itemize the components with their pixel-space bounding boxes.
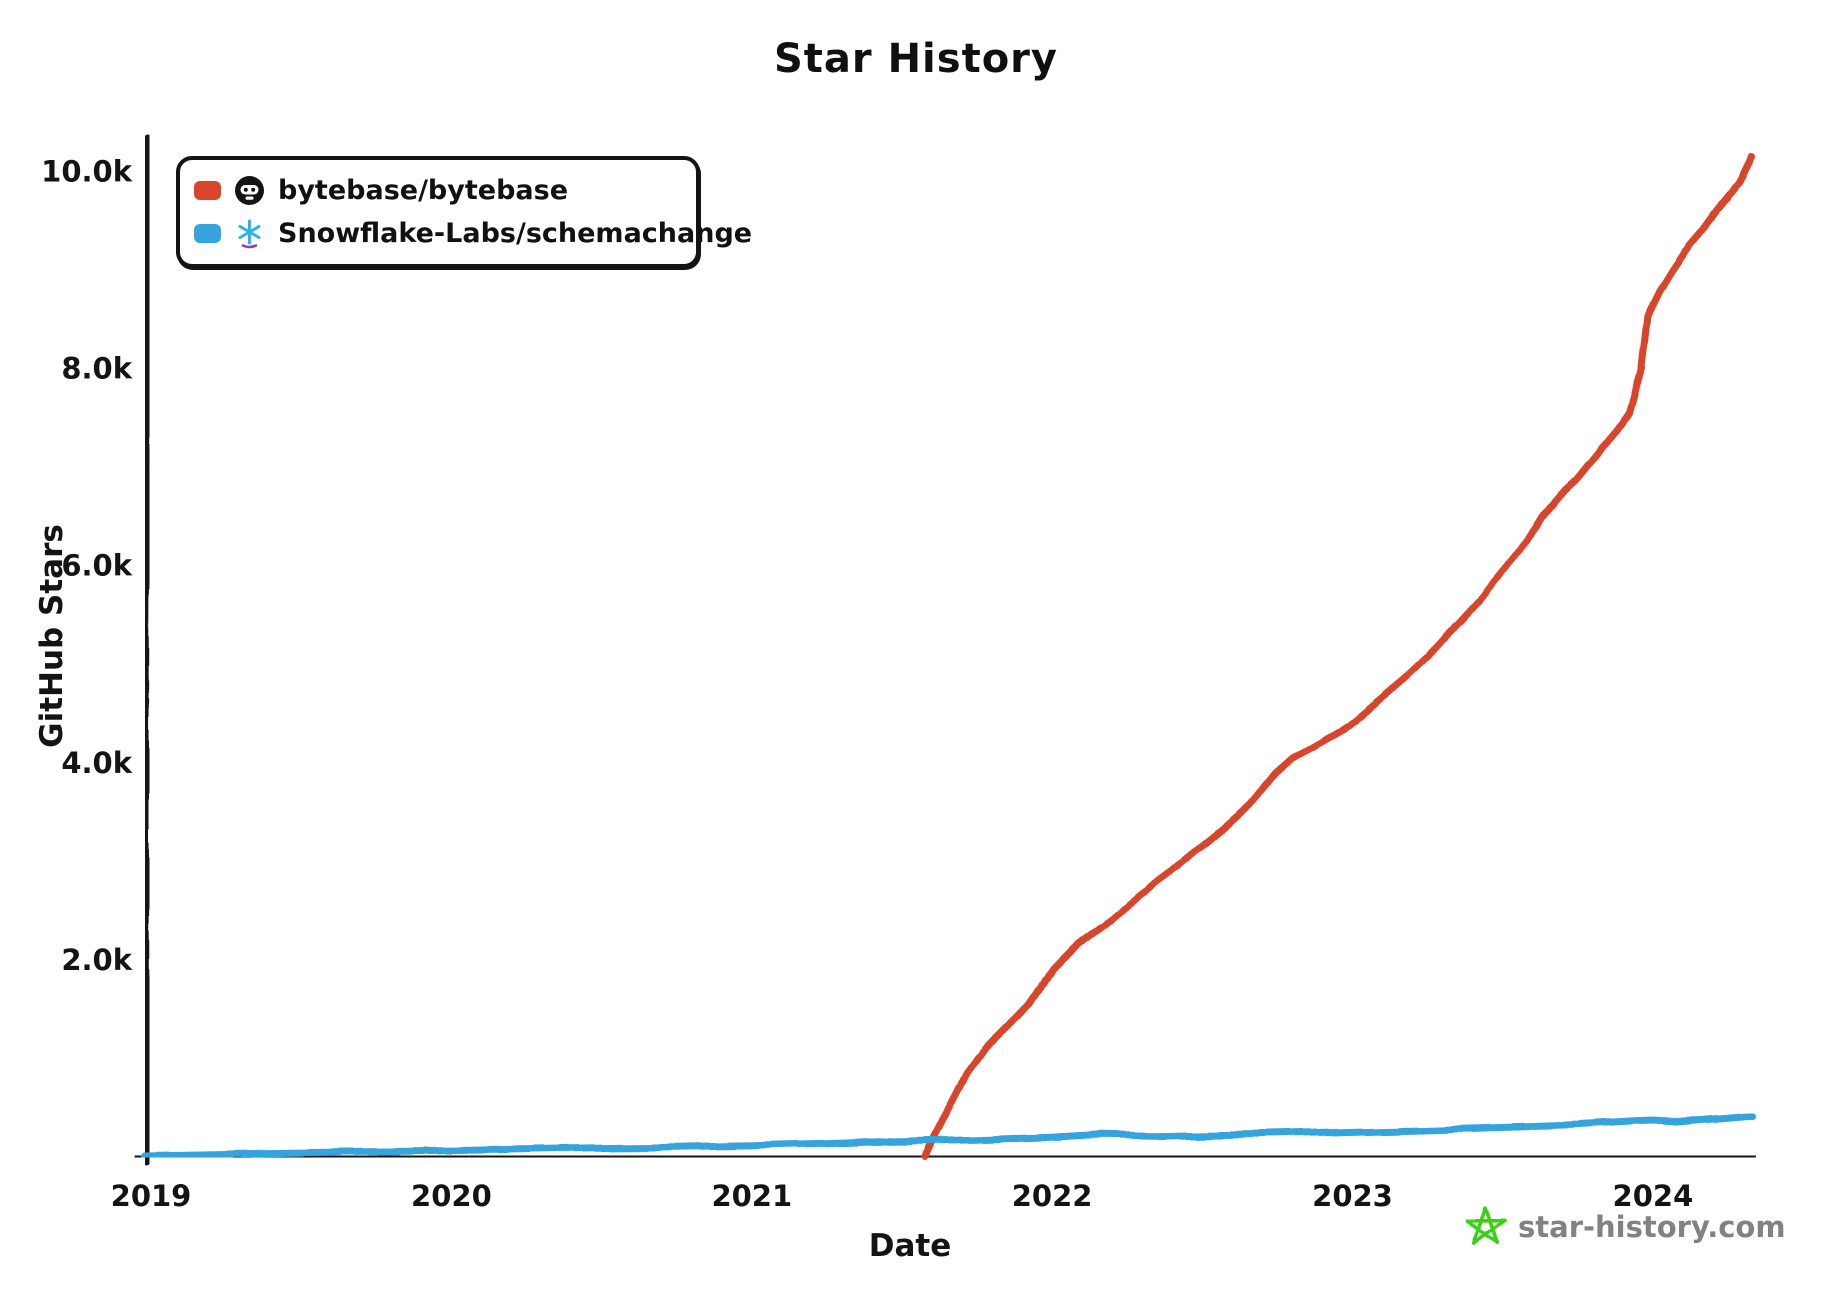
x-tick-label: 2019 bbox=[111, 1179, 192, 1213]
legend-item-schemachange: Snowflake-Labs/schemachange bbox=[194, 218, 752, 249]
x-tick-label: 2021 bbox=[711, 1179, 792, 1213]
y-tick-label: 10.0k bbox=[41, 154, 133, 188]
series-line-snowflake-labs bbox=[141, 1112, 1756, 1159]
snowflake-logo-icon bbox=[238, 219, 261, 248]
legend-swatch-red bbox=[194, 181, 221, 201]
x-tick-label: 2024 bbox=[1613, 1179, 1694, 1213]
series-line-bytebase bbox=[922, 153, 1756, 1161]
watermark-text: star-history.com bbox=[1518, 1210, 1786, 1244]
x-tick-label: 2020 bbox=[411, 1179, 492, 1213]
x-tick-label: 2023 bbox=[1312, 1179, 1393, 1213]
watermark: star-history.com bbox=[1466, 1206, 1786, 1248]
x-tick-label: 2022 bbox=[1012, 1179, 1093, 1213]
legend-label: Snowflake-Labs/schemachange bbox=[278, 217, 753, 249]
legend-label: bytebase/bytebase bbox=[278, 175, 569, 207]
y-tick-label: 4.0k bbox=[61, 746, 132, 780]
y-axis-title: GitHub Stars bbox=[34, 524, 70, 748]
legend-swatch-blue bbox=[194, 223, 221, 243]
github-avatar-icon bbox=[235, 176, 264, 206]
pentagram-star-icon bbox=[1466, 1206, 1508, 1245]
y-tick-label: 6.0k bbox=[61, 549, 132, 583]
x-axis-title: Date bbox=[868, 1228, 952, 1264]
legend-item-bytebase: bytebase/bytebase bbox=[194, 175, 682, 206]
y-tick-label: 8.0k bbox=[61, 352, 132, 386]
legend-box: bytebase/bytebase Snowflake-Labs/schemac… bbox=[176, 156, 752, 268]
y-tick-label: 2.0k bbox=[61, 943, 132, 977]
chart-title: Star History bbox=[774, 36, 1058, 82]
axes bbox=[135, 134, 1756, 1165]
tick-labels: 2019 2020 2021 2022 2023 2024 2.0k 4.0k 6.0k 8.0k… bbox=[41, 154, 1693, 1213]
data-series bbox=[141, 153, 1756, 1161]
